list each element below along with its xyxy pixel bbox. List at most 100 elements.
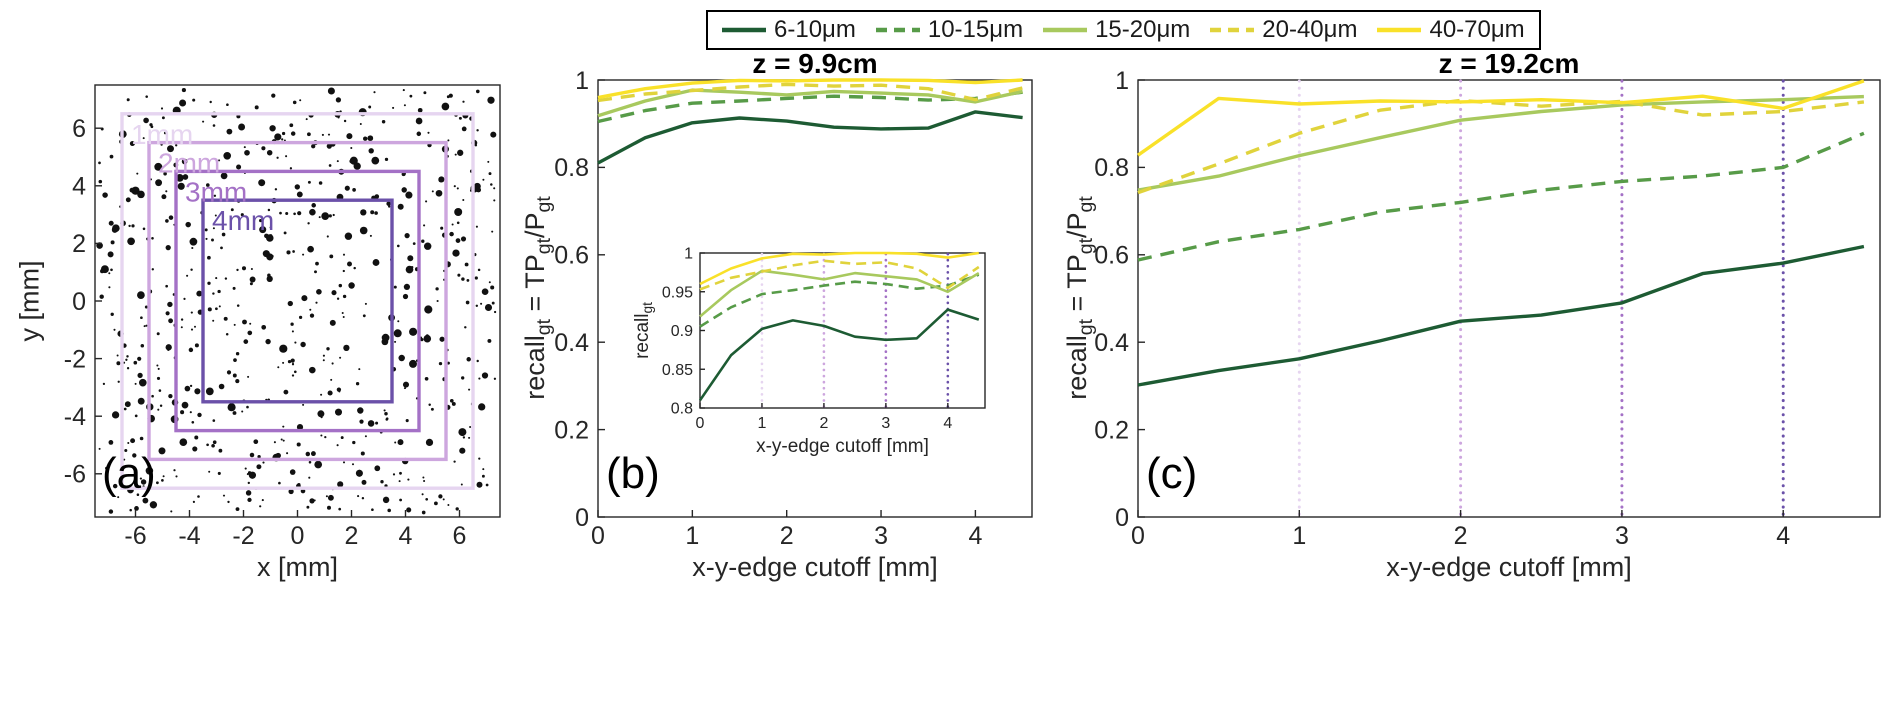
particle-dot xyxy=(361,496,365,500)
particle-dot xyxy=(392,473,396,476)
legend-label: 10-15μm xyxy=(927,16,1024,43)
particle-dot xyxy=(116,361,121,366)
particle-dot xyxy=(425,497,429,501)
particle-dot xyxy=(441,102,450,111)
particle-dot xyxy=(160,107,164,110)
particle-dot xyxy=(474,276,478,280)
particle-dot xyxy=(167,145,174,153)
particle-dot xyxy=(308,460,312,464)
particle-dot xyxy=(282,425,285,428)
series-line-40-70μm xyxy=(699,251,979,286)
particle-dot xyxy=(422,476,425,479)
legend-item: 20-40μm xyxy=(1210,16,1357,44)
particle-dot xyxy=(196,290,203,297)
x-tick-label: 1 xyxy=(685,522,699,550)
particle-dot xyxy=(190,328,194,331)
particle-dot xyxy=(186,274,189,277)
particle-dot xyxy=(175,144,178,147)
particle-dot xyxy=(329,319,336,326)
y-tick-label: 1 xyxy=(575,67,589,95)
x-tick-label: 4 xyxy=(943,415,952,432)
particle-dot xyxy=(318,216,321,219)
particle-dot xyxy=(447,139,450,142)
particle-dot xyxy=(249,452,255,458)
particle-dot xyxy=(274,188,278,191)
particle-dot xyxy=(108,272,111,275)
particle-dot xyxy=(480,302,483,305)
particle-dot xyxy=(355,469,363,477)
particle-dot xyxy=(487,96,495,104)
particle-dot xyxy=(309,208,316,216)
particle-dot xyxy=(488,172,492,176)
particle-dot xyxy=(394,340,397,343)
particle-dot xyxy=(217,471,221,475)
axes-frame xyxy=(1137,79,1881,518)
particle-dot xyxy=(451,223,454,226)
particle-dot xyxy=(165,190,168,193)
particle-dot xyxy=(329,254,334,259)
particle-dot xyxy=(175,475,178,478)
particle-dot xyxy=(307,222,310,225)
particle-dot xyxy=(233,323,236,326)
particle-dot xyxy=(151,268,154,271)
particle-dot xyxy=(140,344,145,348)
particle-dot xyxy=(404,233,410,239)
particle-dot xyxy=(249,322,252,325)
particle-dot xyxy=(188,347,194,353)
particle-dot xyxy=(393,285,397,289)
particle-dot xyxy=(342,269,345,273)
particle-dot xyxy=(322,354,325,357)
particle-dot xyxy=(331,362,334,365)
particle-dot xyxy=(279,344,288,353)
legend-item: 6-10μm xyxy=(722,16,856,44)
particle-dot xyxy=(421,239,425,243)
particle-dot xyxy=(192,446,198,452)
particle-dot xyxy=(98,447,101,450)
particle-dot xyxy=(305,451,311,457)
particle-dot xyxy=(165,311,170,316)
particle-dot xyxy=(353,266,356,270)
particle-dot xyxy=(208,470,211,473)
panel-label-c: (c) xyxy=(1146,449,1198,498)
particle-dot xyxy=(286,250,291,255)
particle-dot xyxy=(207,281,211,285)
particle-dot xyxy=(156,364,159,367)
particle-dot xyxy=(375,421,379,425)
particle-dot xyxy=(430,407,434,411)
particle-dot xyxy=(416,131,422,137)
particle-dot xyxy=(256,464,262,470)
particle-dot xyxy=(108,440,114,445)
xlabel-c: x-y-edge cutoff [mm] xyxy=(1386,552,1632,582)
particle-dot xyxy=(447,504,450,506)
particle-dot xyxy=(206,443,209,447)
particle-dot xyxy=(227,500,230,504)
particle-dot xyxy=(327,87,335,95)
particle-dot xyxy=(482,178,485,181)
particle-dot xyxy=(236,164,242,170)
particle-dot xyxy=(387,508,391,513)
particle-dot xyxy=(293,370,297,374)
particle-dot xyxy=(161,116,165,120)
particle-dot xyxy=(220,172,228,180)
y-tick-label: 0.9 xyxy=(671,323,693,340)
particle-dot xyxy=(293,212,296,216)
particle-dot xyxy=(290,131,296,136)
legend-label: 20-40μm xyxy=(1262,16,1358,43)
particle-dot xyxy=(405,419,409,423)
y-tick-label: 0.85 xyxy=(662,362,693,379)
particle-dot xyxy=(298,315,303,320)
particle-dot xyxy=(331,290,337,296)
particle-dot xyxy=(342,316,345,318)
particle-dot xyxy=(291,362,295,365)
particle-dot xyxy=(108,286,111,289)
particle-dot xyxy=(206,183,210,187)
particle-dot xyxy=(405,191,413,199)
particle-dot xyxy=(126,355,129,358)
particle-dot xyxy=(425,200,428,203)
particle-dot xyxy=(311,203,316,208)
particle-dot xyxy=(226,128,233,135)
particle-dot xyxy=(241,410,244,413)
particle-dot xyxy=(98,179,103,184)
particle-dot xyxy=(132,453,137,458)
particle-dot xyxy=(232,373,237,378)
